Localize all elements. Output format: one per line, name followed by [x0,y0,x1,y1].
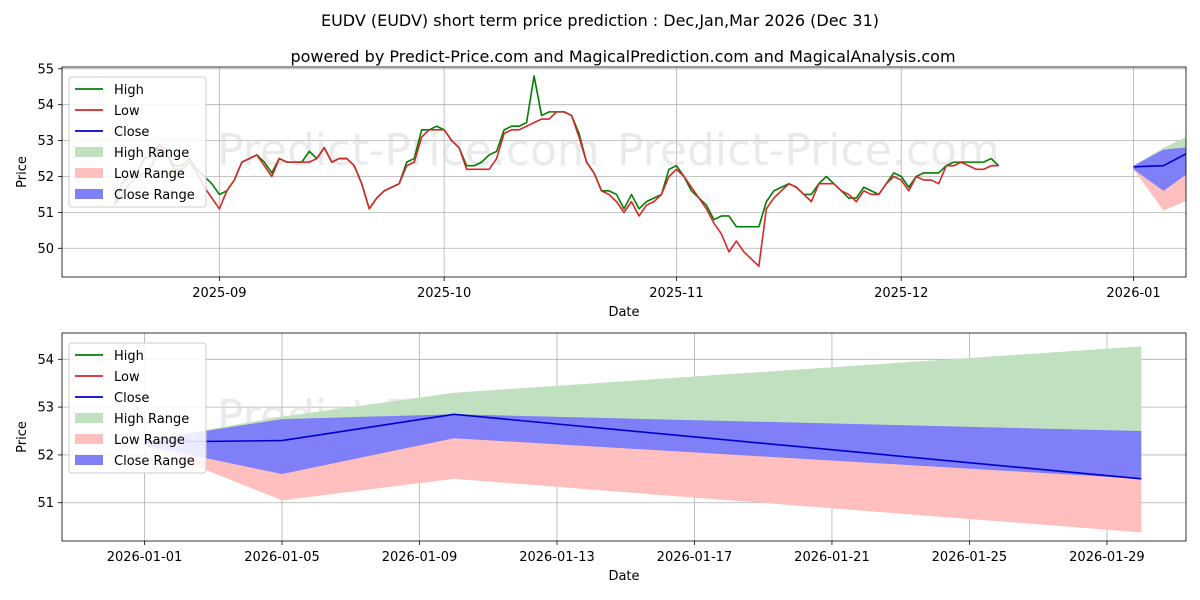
legend-swatch-low-range [75,168,103,178]
x-tick-label: 2026-01-25 [932,550,1008,565]
axes-frame [61,332,1187,542]
x-tick-label: 2025-10 [417,286,471,301]
y-tick-label: 54 [37,353,54,368]
x-tick-label: 2026-01 [1106,286,1160,301]
watermark-text: Predict-Price.com [617,125,1000,176]
plot-area [113,75,1186,268]
legend-label: High [114,83,144,98]
y-tick-label: 52 [37,170,54,185]
top-price-chart: Predict-Price.com Predict-Price.com 2025-0… [15,62,1187,320]
x-tick-label: 2026-01-01 [107,550,183,565]
legend-label: Low Range [114,167,185,182]
legend-label: High [114,349,144,364]
axes-frame [61,66,1187,278]
plot-area [144,346,1142,533]
watermark-text: Predict-Price.com [217,125,600,176]
y-tick-label: 51 [37,206,54,221]
x-tick-label: 2026-01-21 [794,550,870,565]
y-tick-label: 51 [37,496,54,511]
x-tick-label: 2026-01-17 [657,550,733,565]
y-tick-label: 50 [37,242,54,257]
close-range-band [144,414,1142,479]
legend-label: Close Range [114,454,195,469]
chart-subtitle: powered by Predict-Price.com and Magical… [290,47,955,66]
y-axis-label: Price [15,421,30,453]
legend-label: Close [114,391,149,406]
legend-swatch-close-range [75,189,103,199]
close-series-line [1133,152,1186,168]
legend-swatch-low-range [75,434,103,444]
close-range-band [1133,147,1186,191]
chart-legend: High Low Close High Range Low Range Close Ran… [68,342,207,474]
x-axis-label: Date [608,305,639,320]
legend-label: High Range [114,146,189,161]
x-tick-label: 2025-12 [874,286,928,301]
bottom-forecast-chart: Predict-Price.comPredict-Price.com2026-0… [15,332,1187,584]
close-series-line [144,413,1142,480]
x-tick-label: 2025-09 [192,286,246,301]
x-tick-label: 2026-01-13 [519,550,595,565]
legend-label: Low Range [114,433,185,448]
legend-swatch-close-range [75,455,103,465]
y-tick-label: 53 [37,134,54,149]
legend-label: Low [114,104,140,119]
y-axis-label: Price [15,156,30,188]
legend-box [68,342,207,474]
y-tick-label: 54 [37,98,54,113]
x-tick-label: 2026-01-05 [244,550,320,565]
legend-swatch-high-range [75,147,103,157]
x-tick-label: 2026-01-29 [1069,550,1145,565]
legend-box [68,76,207,208]
legend-swatch-high-range [75,413,103,423]
y-tick-label: 53 [37,401,54,416]
legend-label: Close Range [114,188,195,203]
chart-legend: High Low Close High Range Low Range Close Ran… [68,76,207,208]
x-tick-label: 2025-11 [649,286,703,301]
legend-label: Low [114,370,140,385]
chart-title: EUDV (EUDV) short term price prediction … [321,11,879,30]
legend-label: High Range [114,412,189,427]
y-tick-label: 55 [37,62,54,77]
x-axis-label: Date [608,569,639,584]
legend-label: Close [114,125,149,140]
x-tick-label: 2026-01-09 [382,550,458,565]
y-tick-label: 52 [37,448,54,463]
low-series-line [113,111,999,268]
